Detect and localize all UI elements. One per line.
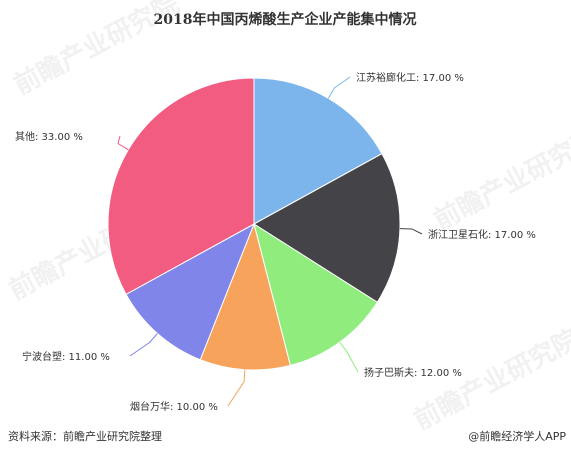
- pie-slices: [107, 77, 401, 371]
- pie-slice-5: [125, 222, 255, 361]
- watermark-3: 前瞻产业研究院: [429, 123, 571, 236]
- slice-label-4: 烟台万华: 10.00 %: [130, 400, 218, 413]
- chart-title: 2018年中国丙烯酸生产企业产能集中情况: [154, 11, 417, 28]
- leader-lines: [117, 76, 423, 407]
- brand-note: @前瞻经济学人APP: [468, 429, 566, 443]
- watermark-5: 前瞻产业研究院: [409, 323, 571, 436]
- slice-label-2: 浙江卫星石化: 17.00 %: [428, 228, 536, 241]
- pie-slice-6: [107, 77, 255, 296]
- leader-line-6: [117, 135, 129, 151]
- leader-line-2: [399, 228, 423, 235]
- slice-label-1: 江苏裕廊化工: 17.00 %: [356, 71, 464, 84]
- leader-line-3: [339, 341, 359, 373]
- slice-labels: 江苏裕廊化工: 17.00 % 浙江卫星石化: 17.00 % 扬子巴斯夫: 12.…: [15, 71, 536, 413]
- pie-slice-4: [199, 222, 291, 371]
- slice-label-3: 扬子巴斯夫: 12.00 %: [364, 366, 462, 379]
- slice-label-5: 宁波台塑: 11.00 %: [22, 350, 110, 363]
- slice-label-6: 其他: 33.00 %: [15, 130, 83, 143]
- leader-line-5: [129, 333, 158, 357]
- leader-line-1: [327, 76, 351, 99]
- source-note: 资料来源：前瞻产业研究院整理: [8, 429, 162, 443]
- pie-slice-3: [253, 222, 378, 367]
- leader-line-4: [227, 369, 246, 407]
